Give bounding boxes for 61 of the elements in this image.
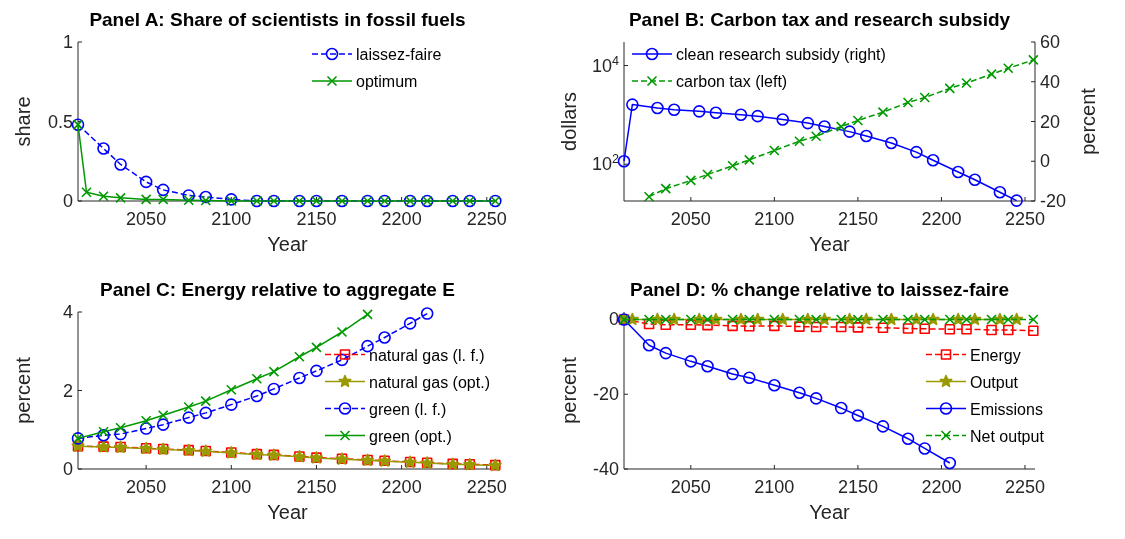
chart-title: Panel B: Carbon tax and research subsidy xyxy=(628,9,1011,30)
y-tick-label: -20 xyxy=(592,384,619,405)
x-tick-label: 2100 xyxy=(754,477,795,497)
y-tick-label: 1 xyxy=(62,32,73,52)
y-tick-label: -40 xyxy=(592,459,619,479)
legend-label: Energy xyxy=(970,346,1021,364)
y-axis-title: share xyxy=(12,96,34,147)
x-tick-label: 2150 xyxy=(296,477,337,497)
x-tick-label: 2100 xyxy=(211,477,252,497)
y-tick-label: 0 xyxy=(62,459,73,479)
x-tick-label: 2050 xyxy=(126,209,167,229)
x-tick-label: 2100 xyxy=(211,209,252,229)
y-tick-label: 0.5 xyxy=(47,111,73,132)
y-tick-label: 4 xyxy=(62,302,73,322)
x-tick-label: 2050 xyxy=(670,209,711,229)
legend-label: green (l. f.) xyxy=(369,400,447,418)
legend-label: Emissions xyxy=(970,400,1043,418)
x-tick-label: 2200 xyxy=(381,209,422,229)
y2-tick-label: 20 xyxy=(1040,111,1061,132)
chart-title: Panel A: Share of scientists in fossil fuels xyxy=(89,9,466,30)
y-axis-title: percent xyxy=(12,356,34,424)
y-tick-label: 0 xyxy=(608,309,619,330)
y-axis-title: percent xyxy=(558,356,580,424)
x-tick-label: 2150 xyxy=(837,209,878,229)
chart-title: Panel C: Energy relative to aggregate E xyxy=(100,279,455,300)
y-axis-title: dollars xyxy=(558,92,580,151)
y2-tick-label: -20 xyxy=(1040,191,1067,211)
x-tick-label: 2200 xyxy=(921,477,962,497)
y-tick-label: 2 xyxy=(62,380,73,401)
x-tick-label: 2050 xyxy=(126,477,167,497)
legend-label: optimum xyxy=(356,73,418,90)
x-tick-label: 2250 xyxy=(466,209,507,229)
legend-label: laissez-faire xyxy=(356,46,442,63)
y2-axis-title: percent xyxy=(1077,87,1099,155)
x-axis-title: Year xyxy=(267,501,309,523)
legend-label: carbon tax (left) xyxy=(676,73,788,90)
y-tick-label: 10$^{4}$ xyxy=(591,53,619,76)
x-tick-label: 2150 xyxy=(296,209,337,229)
x-tick-label: 2100 xyxy=(754,209,795,229)
legend-label: Net output xyxy=(970,427,1045,445)
legend-label: green (opt.) xyxy=(369,427,452,445)
legend-label: natural gas (opt.) xyxy=(369,373,490,391)
legend-label: Output xyxy=(970,373,1019,391)
x-tick-label: 2150 xyxy=(837,477,878,497)
legend-label: clean research subsidy (right) xyxy=(676,46,886,63)
y-tick-label: 10$^{2}$ xyxy=(591,152,619,175)
chart-title: Panel D: % change relative to laissez-faire xyxy=(629,279,1010,300)
x-axis-title: Year xyxy=(809,233,851,255)
x-axis-title: Year xyxy=(267,233,309,255)
y2-tick-label: 40 xyxy=(1040,71,1061,92)
y2-tick-label: 60 xyxy=(1040,32,1061,52)
x-tick-label: 2050 xyxy=(670,477,711,497)
y2-tick-label: 0 xyxy=(1040,151,1051,172)
legend-label: natural gas (l. f.) xyxy=(369,346,485,364)
y-tick-label: 0 xyxy=(62,191,73,211)
x-tick-label: 2250 xyxy=(1004,209,1045,229)
x-tick-label: 2200 xyxy=(381,477,422,497)
x-tick-label: 2250 xyxy=(466,477,507,497)
x-tick-label: 2200 xyxy=(921,209,962,229)
x-axis-title: Year xyxy=(809,501,851,523)
x-tick-label: 2250 xyxy=(1004,477,1045,497)
